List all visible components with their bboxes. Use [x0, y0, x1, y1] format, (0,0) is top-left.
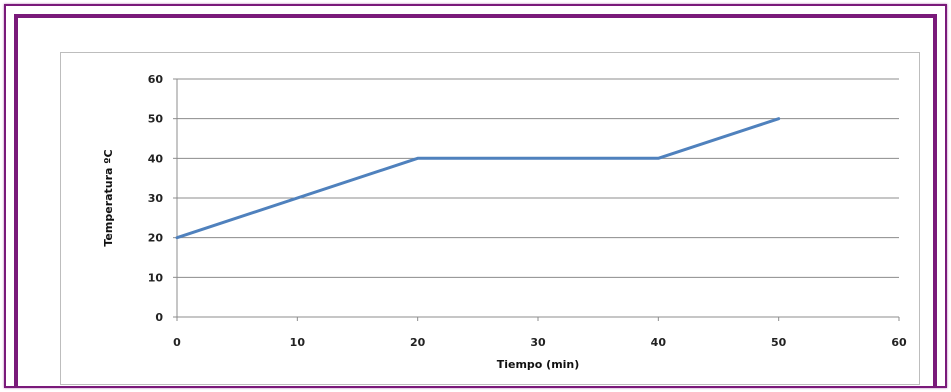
y-tick-label: 30: [148, 192, 164, 205]
x-tick-labels: 0 10 20 30 40 50 60: [173, 336, 907, 349]
y-tick-label: 0: [155, 311, 163, 324]
series-line: [175, 117, 781, 240]
y-tick-label: 20: [148, 232, 164, 245]
line-chart: 0 10 20 30 40 50 60 0 10 20 30 40 50 60 Tiempo (min)…: [102, 73, 907, 371]
y-tick-label: 60: [148, 73, 164, 86]
y-tick-label: 50: [148, 113, 164, 126]
inner-frame: 0 10 20 30 40 50 60 0 10 20 30 40 50 60 Tiempo (min)…: [14, 14, 937, 386]
outer-frame: [4, 4, 947, 388]
x-tick-label: 20: [410, 336, 426, 349]
gridlines: [177, 78, 899, 278]
x-axis-title: Tiempo (min): [497, 358, 580, 371]
x-tick-label: 10: [290, 336, 306, 349]
y-axis-title: Temperatura ºC: [102, 149, 115, 246]
x-tick-label: 50: [771, 336, 787, 349]
x-tick-label: 60: [891, 336, 907, 349]
y-tick-labels: 0 10 20 30 40 50 60: [148, 73, 164, 324]
series-lines: [175, 117, 781, 240]
y-tick-label: 40: [148, 152, 164, 165]
x-tick-label: 30: [530, 336, 546, 349]
y-tick-label: 10: [148, 271, 164, 284]
axes: [173, 78, 900, 321]
chart-area: 0 10 20 30 40 50 60 0 10 20 30 40 50 60 Tiempo (min)…: [60, 52, 920, 385]
x-tick-label: 40: [651, 336, 667, 349]
x-tick-label: 0: [173, 336, 181, 349]
